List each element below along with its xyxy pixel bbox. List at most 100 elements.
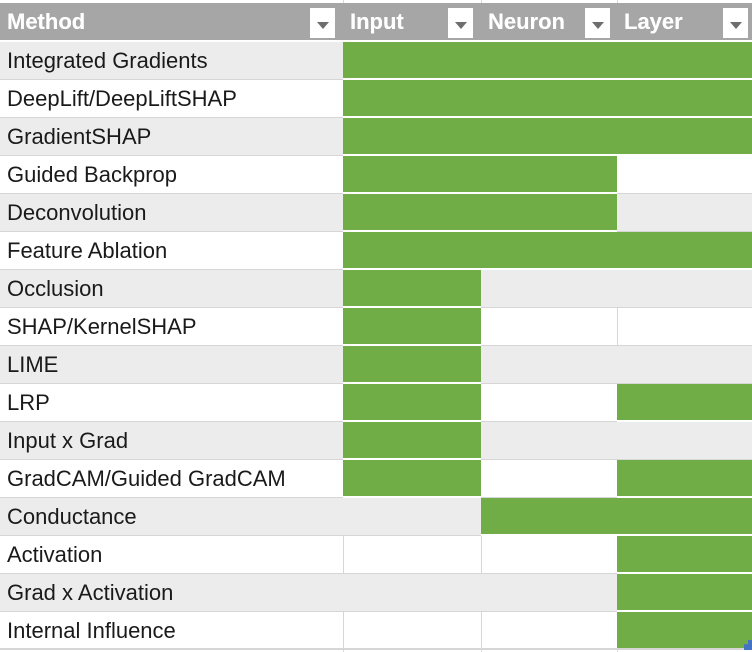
filter-dropdown-button-layer[interactable] xyxy=(723,8,748,38)
method-cell-label: DeepLift/DeepLiftSHAP xyxy=(7,86,237,111)
method-cell[interactable]: Grad x Activation xyxy=(0,574,343,612)
row-above-sliver xyxy=(0,0,752,3)
neuron-support-cell-supported[interactable] xyxy=(481,232,617,270)
method-cell-label: Integrated Gradients xyxy=(7,48,208,73)
input-support-cell-supported[interactable] xyxy=(343,118,481,156)
method-cell[interactable]: Deconvolution xyxy=(0,194,343,232)
input-support-cell-supported[interactable] xyxy=(343,80,481,118)
method-cell[interactable]: Conductance xyxy=(0,498,343,536)
table-resize-handle[interactable] xyxy=(744,640,752,650)
neuron-support-cell-supported[interactable] xyxy=(481,156,617,194)
filter-dropdown-button-neuron[interactable] xyxy=(585,8,610,38)
method-cell[interactable]: GradientSHAP xyxy=(0,118,343,156)
header-cell-neuron: Neuron xyxy=(481,3,617,40)
method-cell[interactable]: Guided Backprop xyxy=(0,156,343,194)
layer-support-cell-supported[interactable] xyxy=(617,536,752,574)
neuron-support-cell[interactable] xyxy=(481,612,617,650)
layer-support-cell-supported[interactable] xyxy=(617,80,752,118)
layer-support-cell-supported[interactable] xyxy=(617,384,752,422)
layer-support-cell[interactable] xyxy=(617,422,752,460)
neuron-support-cell[interactable] xyxy=(481,346,617,384)
method-cell[interactable]: Occlusion xyxy=(0,270,343,308)
neuron-support-cell[interactable] xyxy=(481,460,617,498)
method-cell[interactable]: Activation xyxy=(0,536,343,574)
layer-support-cell-supported[interactable] xyxy=(617,118,752,156)
layer-support-cell-supported[interactable] xyxy=(617,232,752,270)
layer-support-cell[interactable] xyxy=(617,346,752,384)
layer-support-cell[interactable] xyxy=(617,156,752,194)
neuron-support-cell[interactable] xyxy=(481,574,617,612)
neuron-support-cell[interactable] xyxy=(481,308,617,346)
layer-support-cell[interactable] xyxy=(617,194,752,232)
method-cell-label: Internal Influence xyxy=(7,618,176,643)
method-cell[interactable]: SHAP/KernelSHAP xyxy=(0,308,343,346)
neuron-support-cell[interactable] xyxy=(481,384,617,422)
method-cell[interactable]: Internal Influence xyxy=(0,612,343,650)
neuron-support-cell-supported[interactable] xyxy=(481,498,617,536)
header-cell-layer: Layer xyxy=(617,3,752,40)
chevron-down-icon xyxy=(591,21,604,29)
neuron-support-cell[interactable] xyxy=(481,422,617,460)
input-support-cell-supported[interactable] xyxy=(343,384,481,422)
method-cell-label: Activation xyxy=(7,542,103,567)
input-support-cell-supported[interactable] xyxy=(343,194,481,232)
neuron-support-cell-supported[interactable] xyxy=(481,118,617,156)
layer-support-cell[interactable] xyxy=(617,308,752,346)
method-cell-label: Occlusion xyxy=(7,276,104,301)
neuron-support-cell-supported[interactable] xyxy=(481,80,617,118)
layer-support-cell-supported[interactable] xyxy=(617,460,752,498)
input-support-cell-supported[interactable] xyxy=(343,460,481,498)
layer-support-cell-supported[interactable] xyxy=(617,42,752,80)
method-cell[interactable]: Integrated Gradients xyxy=(0,42,343,80)
header-label-neuron: Neuron xyxy=(488,8,565,34)
layer-support-cell[interactable] xyxy=(617,270,752,308)
filter-dropdown-button-method[interactable] xyxy=(310,8,335,38)
header-label-layer: Layer xyxy=(624,8,683,34)
input-support-cell-supported[interactable] xyxy=(343,232,481,270)
method-cell-label: Grad x Activation xyxy=(7,580,174,605)
input-support-cell-supported[interactable] xyxy=(343,156,481,194)
method-cell-label: LRP xyxy=(7,390,50,415)
input-support-cell[interactable] xyxy=(343,612,481,650)
neuron-support-cell[interactable] xyxy=(481,270,617,308)
method-cell[interactable]: LIME xyxy=(0,346,343,384)
method-cell-label: Deconvolution xyxy=(7,200,147,225)
input-support-cell-supported[interactable] xyxy=(343,346,481,384)
chevron-down-icon xyxy=(729,21,742,29)
method-cell-label: Guided Backprop xyxy=(7,162,177,187)
layer-support-cell-supported[interactable] xyxy=(617,574,752,612)
input-support-cell-supported[interactable] xyxy=(343,308,481,346)
method-cell-label: GradCAM/Guided GradCAM xyxy=(7,466,286,491)
input-support-cell-supported[interactable] xyxy=(343,42,481,80)
method-cell-label: LIME xyxy=(7,352,59,377)
method-cell[interactable]: LRP xyxy=(0,384,343,422)
method-cell[interactable]: Input x Grad xyxy=(0,422,343,460)
method-cell[interactable]: Feature Ablation xyxy=(0,232,343,270)
method-cell[interactable]: DeepLift/DeepLiftSHAP xyxy=(0,80,343,118)
layer-support-cell-supported[interactable] xyxy=(617,498,752,536)
neuron-support-cell[interactable] xyxy=(481,536,617,574)
method-cell-label: GradientSHAP xyxy=(7,124,152,149)
header-label-method: Method xyxy=(7,8,86,34)
layer-support-cell-supported[interactable] xyxy=(617,612,752,650)
input-support-cell-supported[interactable] xyxy=(343,270,481,308)
chevron-down-icon xyxy=(454,21,467,29)
table-bottom-border xyxy=(0,648,752,650)
neuron-support-cell-supported[interactable] xyxy=(481,194,617,232)
header-label-input: Input xyxy=(350,8,404,34)
input-support-cell-supported[interactable] xyxy=(343,422,481,460)
chevron-down-icon xyxy=(316,21,329,29)
method-cell-label: SHAP/KernelSHAP xyxy=(7,314,197,339)
row-below-sliver xyxy=(0,650,752,652)
input-support-cell[interactable] xyxy=(343,536,481,574)
header-cell-method: Method xyxy=(0,3,343,40)
method-cell-label: Feature Ablation xyxy=(7,238,168,263)
header-cell-input: Input xyxy=(343,3,481,40)
table-body: Integrated Gradients DeepLift/DeepLiftSHA… xyxy=(0,42,752,650)
method-cell[interactable]: GradCAM/Guided GradCAM xyxy=(0,460,343,498)
filter-dropdown-button-input[interactable] xyxy=(448,8,473,38)
neuron-support-cell-supported[interactable] xyxy=(481,42,617,80)
input-support-cell[interactable] xyxy=(343,498,481,536)
input-support-cell[interactable] xyxy=(343,574,481,612)
